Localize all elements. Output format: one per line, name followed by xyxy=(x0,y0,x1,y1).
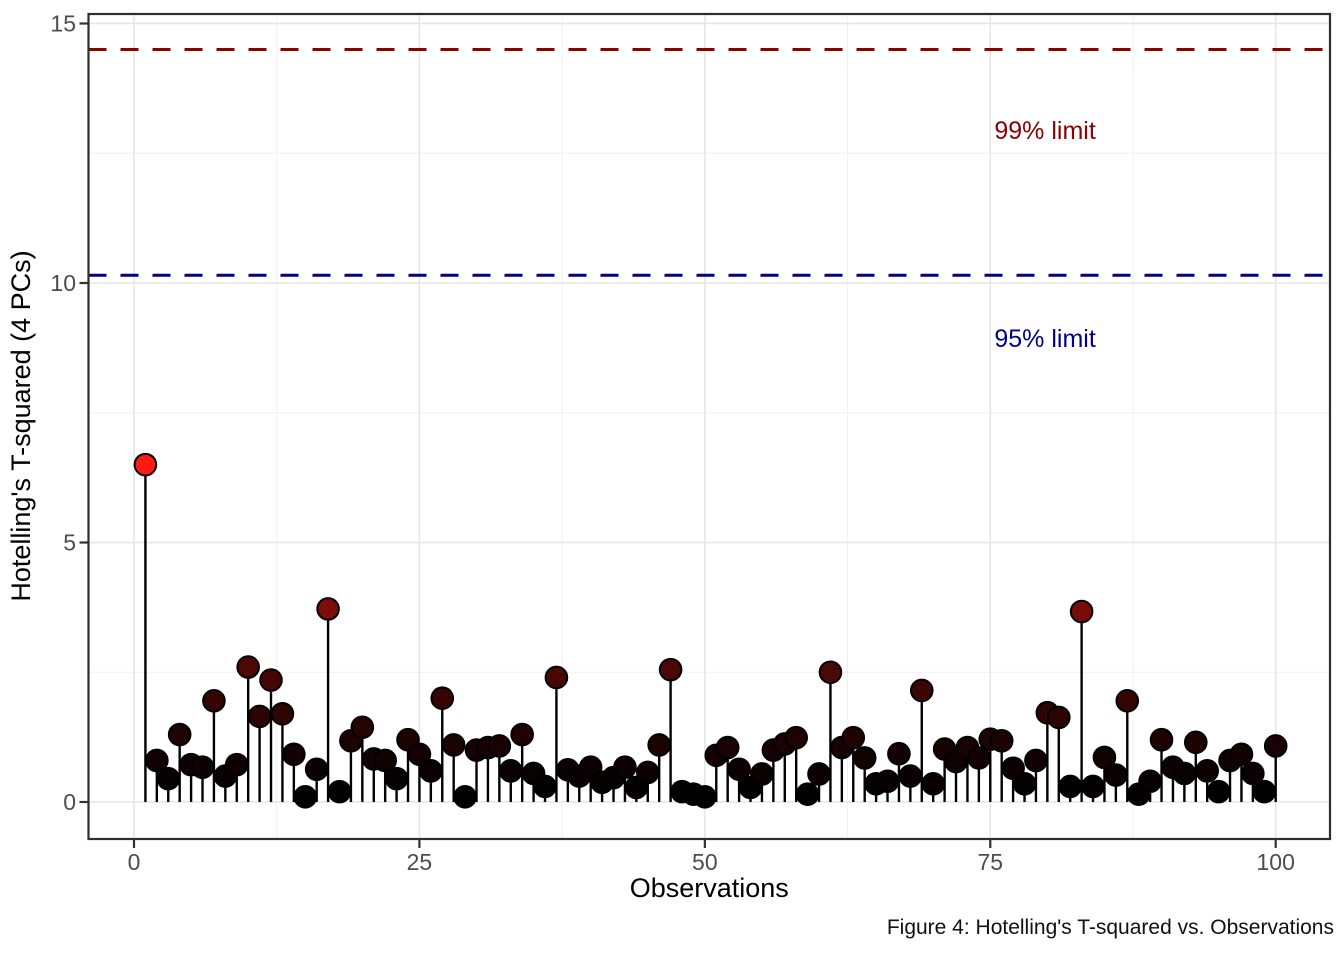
data-point xyxy=(282,742,306,767)
data-point xyxy=(807,762,831,786)
data-point xyxy=(852,746,877,770)
data-point xyxy=(304,757,329,782)
data-point xyxy=(784,725,808,750)
data-point xyxy=(727,757,751,782)
x-tick-label: 100 xyxy=(1257,849,1295,875)
data-point xyxy=(909,678,934,703)
data-point xyxy=(327,779,352,804)
y-tick-label: 5 xyxy=(63,530,76,556)
data-point xyxy=(156,766,181,791)
data-point xyxy=(795,782,820,807)
data-point xyxy=(1138,769,1162,794)
data-point xyxy=(510,722,534,747)
data-point xyxy=(1001,756,1025,781)
limit-label: 95% limit xyxy=(994,325,1095,353)
data-point xyxy=(1183,730,1208,755)
data-point xyxy=(841,725,866,750)
data-point xyxy=(1206,779,1231,804)
data-point xyxy=(898,764,923,788)
data-point xyxy=(407,742,432,767)
data-point xyxy=(167,722,192,747)
data-point xyxy=(1172,761,1197,786)
data-point xyxy=(293,785,318,809)
data-point xyxy=(658,657,683,682)
figure-caption: Figure 4: Hotelling's T-squared vs. Obse… xyxy=(887,916,1334,939)
data-point xyxy=(875,769,900,794)
data-point xyxy=(1229,742,1254,767)
data-point xyxy=(533,774,557,799)
y-axis-title: Hotelling's T-squared (4 PCs) xyxy=(6,250,36,601)
panel-border xyxy=(87,12,1332,841)
data-point xyxy=(921,772,945,796)
data-point xyxy=(1012,772,1037,796)
data-point xyxy=(693,785,717,809)
data-point xyxy=(190,755,215,780)
data-point xyxy=(1241,761,1265,786)
data-point xyxy=(635,760,660,785)
data-point xyxy=(1058,774,1082,799)
data-point xyxy=(750,762,774,786)
data-point xyxy=(270,701,295,726)
data-point xyxy=(419,759,443,783)
data-point xyxy=(1263,734,1288,758)
data-point xyxy=(259,668,283,692)
data-point xyxy=(887,741,911,766)
data-point xyxy=(441,733,466,757)
data-point xyxy=(236,655,260,679)
data-point xyxy=(316,597,340,621)
data-point xyxy=(715,735,740,760)
data-point xyxy=(1115,688,1140,713)
data-point xyxy=(1104,763,1128,787)
data-point xyxy=(647,733,671,757)
data-point xyxy=(818,660,843,685)
y-tick-label: 0 xyxy=(63,789,76,815)
data-point xyxy=(384,766,409,791)
data-point xyxy=(967,746,991,770)
data-point xyxy=(1046,705,1071,730)
data-point xyxy=(1024,748,1048,773)
x-tick-label: 0 xyxy=(128,849,141,875)
data-point xyxy=(247,704,272,729)
data-point xyxy=(1252,779,1277,804)
data-point xyxy=(224,752,249,777)
data-point xyxy=(613,755,637,780)
data-point xyxy=(373,748,397,773)
data-point xyxy=(430,686,455,711)
x-tick-label: 25 xyxy=(407,849,433,875)
x-axis-title: Observations xyxy=(630,873,789,903)
data-point xyxy=(1092,745,1117,770)
data-point xyxy=(487,734,512,758)
data-point xyxy=(202,688,226,713)
data-point xyxy=(1195,759,1219,783)
x-tick-label: 75 xyxy=(977,849,1003,875)
data-point xyxy=(1149,727,1174,752)
y-tick-label: 15 xyxy=(50,11,76,37)
data-point xyxy=(453,785,477,809)
data-point xyxy=(1081,774,1105,799)
data-point xyxy=(350,715,375,740)
data-point xyxy=(133,452,158,477)
limit-label: 99% limit xyxy=(994,117,1095,145)
data-point xyxy=(989,728,1014,753)
data-point xyxy=(145,748,169,773)
data-point xyxy=(544,665,569,690)
data-point xyxy=(1069,599,1094,624)
y-tick-label: 10 xyxy=(50,270,76,296)
x-tick-label: 50 xyxy=(692,849,718,875)
data-point xyxy=(498,759,523,783)
